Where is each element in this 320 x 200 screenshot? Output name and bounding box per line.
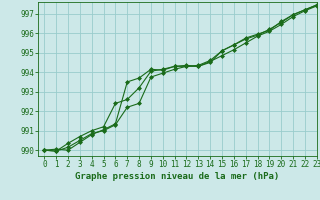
X-axis label: Graphe pression niveau de la mer (hPa): Graphe pression niveau de la mer (hPa): [76, 172, 280, 181]
